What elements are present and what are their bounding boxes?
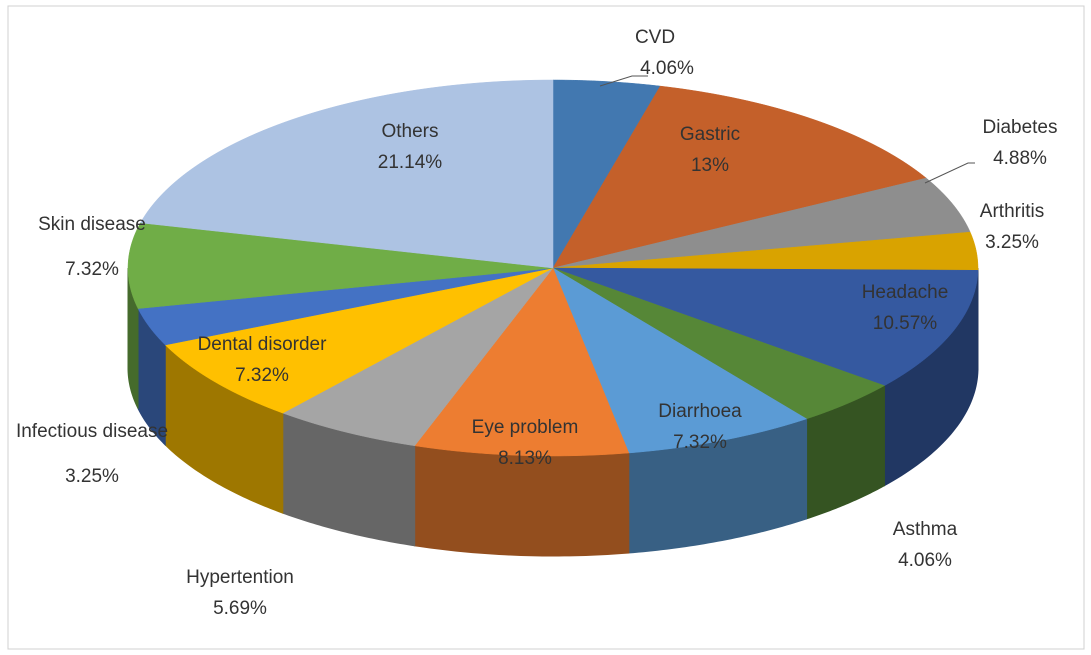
value-label: 5.69% (213, 598, 267, 619)
value-label: 7.32% (235, 365, 289, 386)
slice (552, 79, 661, 269)
slice (164, 267, 554, 414)
slice (552, 85, 927, 269)
category-label: Diabetes (983, 117, 1058, 138)
value-label: 3.25% (65, 466, 119, 487)
leader-line (599, 75, 648, 87)
value-label: 7.32% (65, 259, 119, 280)
slice (414, 267, 630, 457)
slice (552, 267, 886, 420)
value-label: 21.14% (378, 152, 443, 173)
category-label: Headache (862, 282, 949, 303)
value-label: 10.57% (873, 313, 938, 334)
slice (127, 222, 554, 309)
slice (552, 177, 971, 269)
value-label: 3.25% (985, 232, 1039, 253)
slice (137, 267, 554, 346)
category-label: Eye problem (472, 417, 579, 438)
category-label: Arthritis (980, 201, 1044, 222)
category-label: Gastric (680, 124, 740, 145)
slice (282, 267, 554, 447)
category-label: Skin disease (38, 214, 146, 235)
value-label: 8.13% (498, 448, 552, 469)
slice (552, 231, 979, 271)
slice (140, 79, 554, 269)
category-label: Others (381, 121, 438, 142)
slice (552, 267, 808, 454)
category-label: Infectious disease (16, 421, 168, 442)
category-label: Asthma (893, 519, 958, 540)
leader-line (924, 162, 975, 184)
category-label: Dental disorder (198, 334, 328, 355)
slice (552, 267, 979, 386)
category-label: Hypertention (186, 567, 294, 588)
value-label: 13% (691, 155, 729, 176)
value-label: 4.06% (898, 550, 952, 571)
value-label: 4.88% (993, 148, 1047, 169)
value-label: 4.06% (640, 58, 694, 79)
category-label: Diarrhoea (658, 401, 742, 422)
category-label: CVD (635, 27, 675, 48)
value-label: 7.32% (673, 432, 727, 453)
